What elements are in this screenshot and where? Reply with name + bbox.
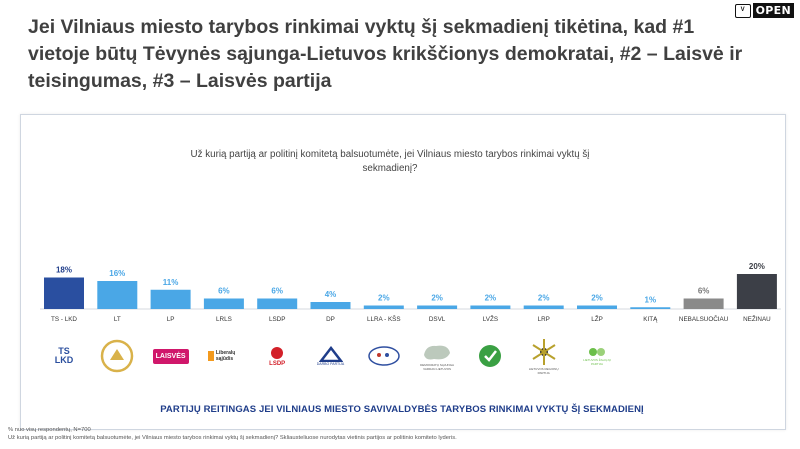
chart-caption: PARTIJŲ REITINGAS JEI VILNIAUS MIESTO SA… (160, 404, 644, 415)
llra-kss-logo-icon (364, 336, 404, 376)
category-label: LŽP (591, 314, 603, 323)
category-label: LRP (538, 316, 550, 323)
brand-word: OPEN (752, 3, 794, 18)
bar-lt (97, 281, 138, 309)
lzp-logo-icon: LIETUVOS ŽALIŲJŲ PARTIJA (577, 336, 617, 376)
lsdp-logo-icon: LSDP (257, 336, 297, 376)
value-label: 6% (218, 287, 230, 296)
survey-question: Už kurią partiją ar politinį komitetą ba… (190, 149, 590, 174)
ts-lkd-logo-icon: TS LKD (54, 346, 74, 365)
lrp-logo-icon: LIETUVOS REGIONŲ PARTIJA (524, 336, 564, 376)
bar-dp (310, 302, 351, 309)
page-title: Jei Vilniaus miesto tarybos rinkimai vyk… (28, 16, 743, 92)
category-label: LRLS (216, 316, 232, 323)
bar-lrls (203, 298, 244, 309)
value-label: 6% (271, 287, 283, 296)
category-label: DSVL (429, 316, 446, 323)
category-label: LP (167, 316, 175, 323)
category-label: NEŽINAU (743, 314, 771, 323)
bar-l-p (577, 305, 617, 309)
bar-ne-inau (736, 274, 777, 309)
category-label: LT (114, 316, 121, 323)
category-label: LLRA - KŠS (367, 314, 401, 323)
bar-lrp (523, 305, 564, 309)
bar-dsvl (417, 305, 458, 309)
value-label: 2% (538, 294, 550, 303)
dp-logo-icon: DARBO PARTIJA (311, 336, 351, 376)
value-label: 2% (378, 294, 390, 303)
value-label: 2% (485, 294, 497, 303)
bar-ts-lkd (44, 277, 84, 309)
value-label: 6% (698, 287, 710, 296)
chart-panel (20, 114, 786, 430)
footnote-base: % nuo visų respondentų, N=700 (8, 427, 91, 433)
category-label: DP (326, 316, 335, 323)
bar-nebalsuo-iau (683, 298, 724, 309)
bar-kit- (630, 307, 671, 309)
lrls-logo-icon: Liberalų sąjūdis (204, 336, 244, 376)
value-label: 16% (109, 269, 125, 278)
category-label: LVŽS (483, 314, 498, 323)
dsvl-logo-icon: DEMOKRATŲ SĄJUNGA VARDAN LIETUVOS (417, 336, 457, 376)
footnote-question: Už kurią partiją ar politinį komitetą ba… (8, 435, 457, 441)
value-label: 4% (325, 290, 337, 299)
bar-lsdp (257, 298, 298, 309)
value-label: 18% (56, 266, 72, 275)
lp-logo-icon: LAISVĖS (151, 336, 191, 376)
bar-lp (150, 289, 191, 309)
value-label: 2% (431, 294, 443, 303)
bar-llra-k-s (363, 305, 404, 309)
brand-logo: V OPEN (734, 3, 794, 18)
category-label: KITĄ (643, 316, 658, 323)
category-label: TS - LKD (51, 316, 77, 323)
category-label: NEBALSUOČIAU (679, 314, 729, 323)
value-label: 11% (163, 278, 179, 287)
vilmorus-logo-icon: V (734, 3, 751, 18)
category-label: LSDP (269, 316, 285, 323)
lvzs-logo-icon (470, 336, 510, 376)
value-label: 20% (749, 262, 765, 271)
value-label: 2% (591, 294, 603, 303)
bar-lv-s (470, 305, 511, 309)
value-label: 1% (645, 295, 657, 304)
lt-logo-icon (97, 336, 137, 376)
